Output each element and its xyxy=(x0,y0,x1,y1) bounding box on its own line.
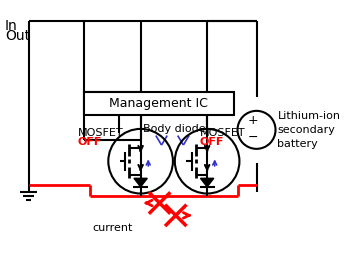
Text: MOSFET: MOSFET xyxy=(78,128,124,138)
Text: current: current xyxy=(92,223,133,233)
Polygon shape xyxy=(134,178,147,187)
Bar xyxy=(84,92,234,115)
Text: MOSFET: MOSFET xyxy=(199,128,245,138)
Text: Lithium-ion
secondary
battery: Lithium-ion secondary battery xyxy=(278,111,341,149)
Text: Out: Out xyxy=(5,29,30,43)
Text: OFF: OFF xyxy=(199,137,224,148)
Text: OFF: OFF xyxy=(78,137,102,148)
Text: +: + xyxy=(247,114,258,127)
Text: Body diode: Body diode xyxy=(142,124,205,134)
Text: −: − xyxy=(247,131,258,144)
Text: In: In xyxy=(5,19,18,33)
Polygon shape xyxy=(201,178,214,187)
Text: Management IC: Management IC xyxy=(109,97,208,110)
